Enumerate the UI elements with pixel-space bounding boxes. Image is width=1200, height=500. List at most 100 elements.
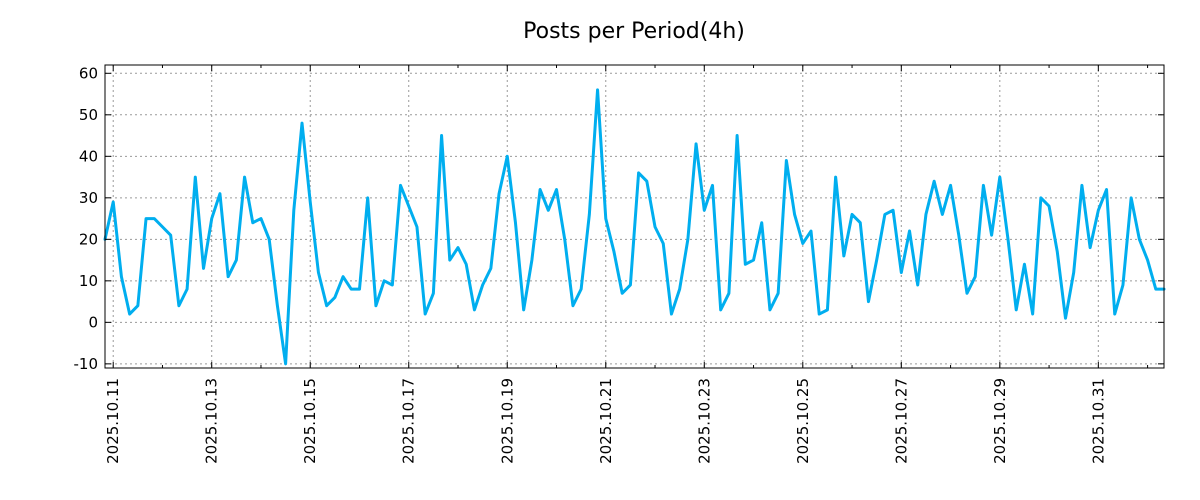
data-point bbox=[1154, 288, 1157, 291]
x-tick-label: 2025.10.11 bbox=[104, 378, 122, 464]
data-point bbox=[900, 271, 903, 274]
data-point bbox=[227, 275, 230, 278]
data-point bbox=[218, 192, 221, 195]
data-point bbox=[243, 176, 246, 179]
data-point bbox=[415, 225, 418, 228]
data-point bbox=[736, 134, 739, 137]
data-point bbox=[859, 221, 862, 224]
data-point bbox=[974, 275, 977, 278]
data-point bbox=[284, 362, 287, 365]
series-layer bbox=[103, 88, 1166, 366]
data-point bbox=[834, 176, 837, 179]
data-point bbox=[1048, 205, 1051, 208]
data-point bbox=[481, 283, 484, 286]
data-point bbox=[670, 313, 673, 316]
y-tick-label: -10 bbox=[74, 355, 99, 373]
data-point bbox=[998, 176, 1001, 179]
data-point bbox=[645, 180, 648, 183]
data-point bbox=[317, 271, 320, 274]
data-point bbox=[629, 283, 632, 286]
x-tick-label: 2025.10.29 bbox=[991, 378, 1009, 464]
chart-title: Posts per Period(4h) bbox=[523, 19, 745, 44]
data-point bbox=[1064, 317, 1067, 320]
data-point bbox=[941, 213, 944, 216]
data-point bbox=[342, 275, 345, 278]
data-point bbox=[957, 234, 960, 237]
data-point bbox=[210, 217, 213, 220]
x-tick-label: 2025.10.25 bbox=[794, 378, 812, 464]
data-point bbox=[1105, 188, 1108, 191]
data-point bbox=[440, 134, 443, 137]
data-point bbox=[391, 283, 394, 286]
x-tick-label: 2025.10.13 bbox=[203, 378, 221, 464]
data-point bbox=[1089, 246, 1092, 249]
data-point bbox=[727, 292, 730, 295]
data-point bbox=[186, 288, 189, 291]
data-point bbox=[621, 292, 624, 295]
data-point bbox=[1031, 313, 1034, 316]
y-tick-label: 10 bbox=[79, 272, 98, 290]
data-point bbox=[686, 238, 689, 241]
data-point bbox=[580, 288, 583, 291]
y-tick-label: 60 bbox=[79, 64, 98, 82]
data-point bbox=[1015, 308, 1018, 311]
data-point bbox=[883, 213, 886, 216]
data-point bbox=[161, 225, 164, 228]
x-tick-label: 2025.10.15 bbox=[301, 378, 319, 464]
data-point bbox=[1056, 250, 1059, 253]
data-point bbox=[309, 200, 312, 203]
data-point bbox=[136, 304, 139, 307]
data-point bbox=[1097, 209, 1100, 212]
data-point bbox=[1138, 238, 1141, 241]
data-point bbox=[1007, 238, 1010, 241]
data-point bbox=[867, 300, 870, 303]
data-point bbox=[1023, 263, 1026, 266]
data-point bbox=[194, 176, 197, 179]
data-point bbox=[301, 122, 304, 125]
data-point bbox=[424, 313, 427, 316]
data-point bbox=[801, 242, 804, 245]
data-point bbox=[1072, 271, 1075, 274]
data-point bbox=[752, 259, 755, 262]
data-point bbox=[473, 308, 476, 311]
data-point bbox=[818, 313, 821, 316]
data-point bbox=[662, 242, 665, 245]
data-point bbox=[432, 292, 435, 295]
data-point bbox=[793, 213, 796, 216]
data-point bbox=[908, 230, 911, 233]
data-point bbox=[875, 259, 878, 262]
x-tick-label: 2025.10.21 bbox=[597, 378, 615, 464]
data-point bbox=[374, 304, 377, 307]
data-point bbox=[571, 304, 574, 307]
data-point bbox=[177, 304, 180, 307]
data-point bbox=[1039, 196, 1042, 199]
data-point bbox=[489, 267, 492, 270]
x-tick-label: 2025.10.23 bbox=[695, 378, 713, 464]
data-point bbox=[760, 221, 763, 224]
data-point bbox=[333, 296, 336, 299]
data-point bbox=[965, 292, 968, 295]
grid-layer bbox=[105, 65, 1164, 368]
data-point bbox=[826, 308, 829, 311]
data-point bbox=[259, 217, 262, 220]
data-point bbox=[399, 184, 402, 187]
data-point bbox=[678, 288, 681, 291]
data-point bbox=[506, 155, 509, 158]
data-point bbox=[990, 234, 993, 237]
data-point bbox=[292, 209, 295, 212]
data-point bbox=[555, 188, 558, 191]
data-point bbox=[448, 259, 451, 262]
data-point bbox=[924, 213, 927, 216]
data-point bbox=[539, 188, 542, 191]
data-point bbox=[366, 196, 369, 199]
data-point bbox=[465, 263, 468, 266]
data-point bbox=[949, 184, 952, 187]
x-tick-label: 2025.10.31 bbox=[1089, 378, 1107, 464]
data-point bbox=[276, 304, 279, 307]
data-point bbox=[530, 259, 533, 262]
data-point bbox=[325, 304, 328, 307]
x-tick-label: 2025.10.17 bbox=[400, 378, 418, 464]
data-point bbox=[153, 217, 156, 220]
data-point bbox=[604, 217, 607, 220]
